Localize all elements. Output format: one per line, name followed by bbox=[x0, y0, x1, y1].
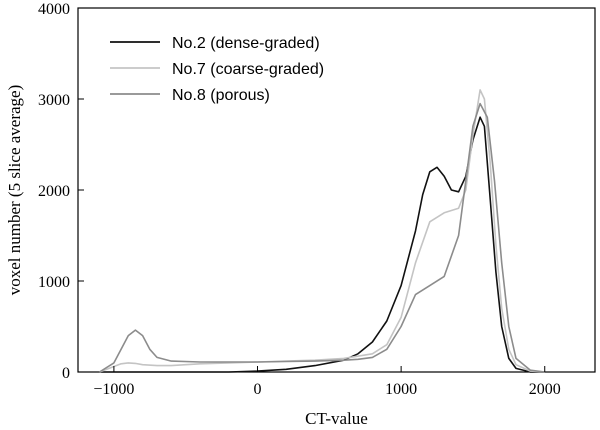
y-tick-label: 4000 bbox=[38, 1, 70, 18]
legend-label-3: No.8 (porous) bbox=[172, 87, 270, 104]
y-tick-label: 0 bbox=[62, 365, 70, 382]
y-tick-label: 2000 bbox=[38, 183, 70, 200]
legend-label-2: No.7 (coarse-graded) bbox=[172, 61, 324, 78]
legend-label-1: No.2 (dense-graded) bbox=[172, 35, 320, 52]
x-axis-label: CT-value bbox=[305, 409, 368, 428]
plot-area-frame bbox=[77, 7, 596, 373]
y-axis-label: voxel number (5 slice average) bbox=[5, 85, 24, 296]
x-tick-label: 2000 bbox=[529, 381, 561, 398]
x-tick-label: 0 bbox=[254, 381, 262, 398]
series-line-3 bbox=[99, 102, 545, 373]
x-tick-label: 1000 bbox=[385, 381, 417, 398]
series-line-1 bbox=[99, 116, 545, 373]
y-tick-label: 3000 bbox=[38, 92, 70, 109]
y-tick-label: 1000 bbox=[38, 274, 70, 291]
series-line-2 bbox=[99, 89, 545, 373]
x-tick-label: −1000 bbox=[93, 381, 134, 398]
